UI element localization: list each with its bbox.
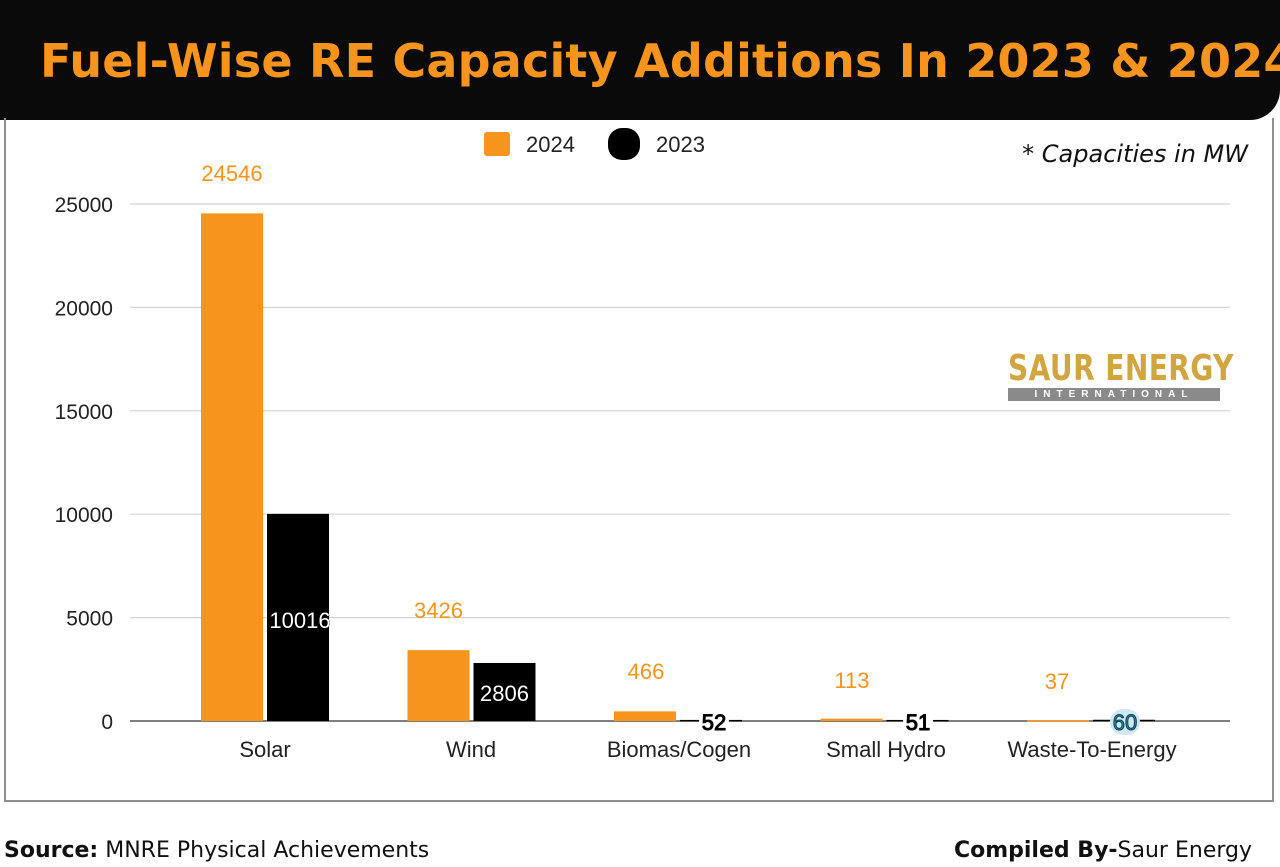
bar-2023-solar: [267, 513, 329, 721]
y-tick-label: 15000: [55, 401, 113, 424]
data-label-2024: 24546: [201, 161, 262, 186]
category-label: Solar: [239, 737, 290, 762]
label-bubble: [1110, 709, 1140, 735]
source-text: MNRE Physical Achievements: [105, 838, 430, 863]
category-label: Waste-To-Energy: [1007, 737, 1176, 762]
grid-lines: [130, 203, 1230, 722]
legend-swatch-2024: [484, 132, 510, 156]
bar-2024-small-hydro: [820, 718, 883, 721]
data-label-2024: 113: [834, 668, 869, 693]
category-label: Wind: [446, 737, 496, 762]
data-label-2024: 466: [628, 659, 665, 684]
bar-2023-wind: [473, 662, 536, 721]
footer-compiled: Compiled By-Saur Energy: [954, 838, 1252, 863]
y-axis: 0 5000 10000 15000 20000 25000: [55, 194, 113, 734]
footer-source: Source: MNRE Physical Achievements: [4, 838, 429, 863]
y-tick-label: 0: [101, 711, 113, 734]
y-tick-label: 25000: [55, 194, 113, 217]
data-label-2023: 52: [702, 710, 726, 735]
label-bubble: [903, 709, 933, 735]
compiled-label: Compiled By-: [953, 838, 1118, 863]
y-tick-label: 20000: [55, 297, 113, 320]
title-bar: Fuel-Wise RE Capacity Additions In 2023 …: [0, 0, 1280, 120]
category-label: Biomas/Cogen: [607, 737, 751, 762]
data-label-2024: 37: [1045, 669, 1069, 694]
legend: 2024 2023: [484, 128, 705, 160]
bar-2024-waste-to-energy: [1027, 720, 1089, 722]
saur-energy-logo: SAUR ENERGY INTERNATIONAL: [1008, 348, 1234, 404]
chart-frame: [4, 118, 1274, 802]
data-label-2023: 10016: [269, 608, 330, 633]
chart-title: Fuel-Wise RE Capacity Additions In 2023 …: [40, 34, 1280, 88]
data-label-2024: 3426: [414, 598, 463, 623]
legend-label-2023: 2023: [656, 132, 705, 157]
legend-label-2024: 2024: [526, 132, 575, 157]
source-label: Source:: [4, 838, 99, 863]
legend-swatch-2023: [608, 128, 640, 160]
data-label-2023: 2806: [480, 681, 529, 706]
label-bubble: [699, 709, 729, 735]
bars: [201, 213, 1155, 722]
category-label: Small Hydro: [826, 737, 946, 762]
units-note: * Capacities in MW: [1022, 140, 1248, 168]
bar-2024-solar: [201, 213, 263, 721]
y-tick-label: 10000: [55, 504, 113, 527]
compiled-text: Saur Energy: [1117, 838, 1252, 863]
logo-sub-text: INTERNATIONAL: [1008, 388, 1220, 401]
logo-main-text: SAUR ENERGY: [1008, 348, 1234, 389]
bar-2024-wind: [407, 650, 470, 721]
data-label-2023: 60: [1113, 710, 1137, 735]
data-labels: 24546 10016 3426 2806 466 52 113 51 37 60: [201, 161, 1140, 736]
bar-2024-biomas-cogen: [614, 711, 676, 721]
data-label-2023: 51: [906, 710, 930, 735]
x-axis: Solar Wind Biomas/Cogen Small Hydro Waste-To…: [239, 737, 1176, 762]
y-tick-label: 5000: [66, 608, 113, 631]
